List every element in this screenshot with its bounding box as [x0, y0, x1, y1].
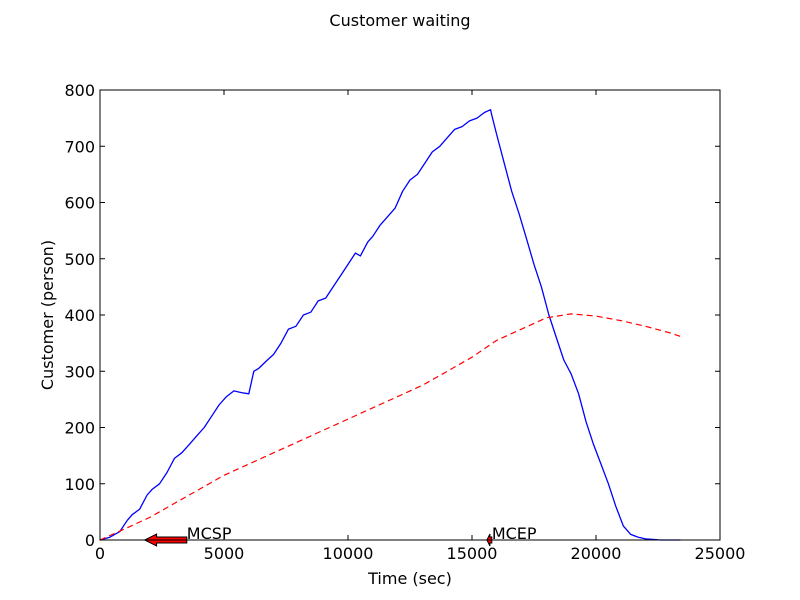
- x-tick-label: 5000: [204, 544, 245, 563]
- x-tick-label: 15000: [447, 544, 498, 563]
- y-tick-label: 600: [64, 194, 95, 213]
- axes-frame: [99, 89, 721, 541]
- annotation-layer: MCSP MCEP: [143, 524, 537, 547]
- annotation-label: MCEP: [492, 524, 537, 543]
- y-tick-label: 200: [64, 419, 95, 438]
- x-tick-label: 10000: [323, 544, 374, 563]
- annotation-label: MCSP: [187, 524, 232, 543]
- series-line-2: [99, 313, 681, 541]
- x-tick-label: 0: [95, 544, 105, 563]
- series-layer: [99, 109, 681, 541]
- y-tick-label: 0: [85, 531, 95, 550]
- y-tick-label: 300: [64, 362, 95, 381]
- x-tick-label: 25000: [695, 544, 746, 563]
- chart-title: Customer waiting: [329, 11, 470, 30]
- y-tick-label: 100: [64, 475, 95, 494]
- annotation-2: MCEP: [486, 524, 537, 547]
- annotation-1: MCSP: [143, 524, 232, 547]
- y-axis-label: Customer (person): [38, 240, 57, 390]
- y-tick-label: 500: [64, 250, 95, 269]
- series-line-1: [99, 109, 681, 541]
- y-tick-label: 700: [64, 137, 95, 156]
- y-tick-label: 800: [64, 81, 95, 100]
- ticks-layer: 0 5000 10000 15000 20000 25000 0 100 200 300 400 50…: [64, 81, 745, 563]
- x-tick-label: 20000: [571, 544, 622, 563]
- y-tick-label: 400: [64, 306, 95, 325]
- x-axis-label: Time (sec): [367, 569, 452, 588]
